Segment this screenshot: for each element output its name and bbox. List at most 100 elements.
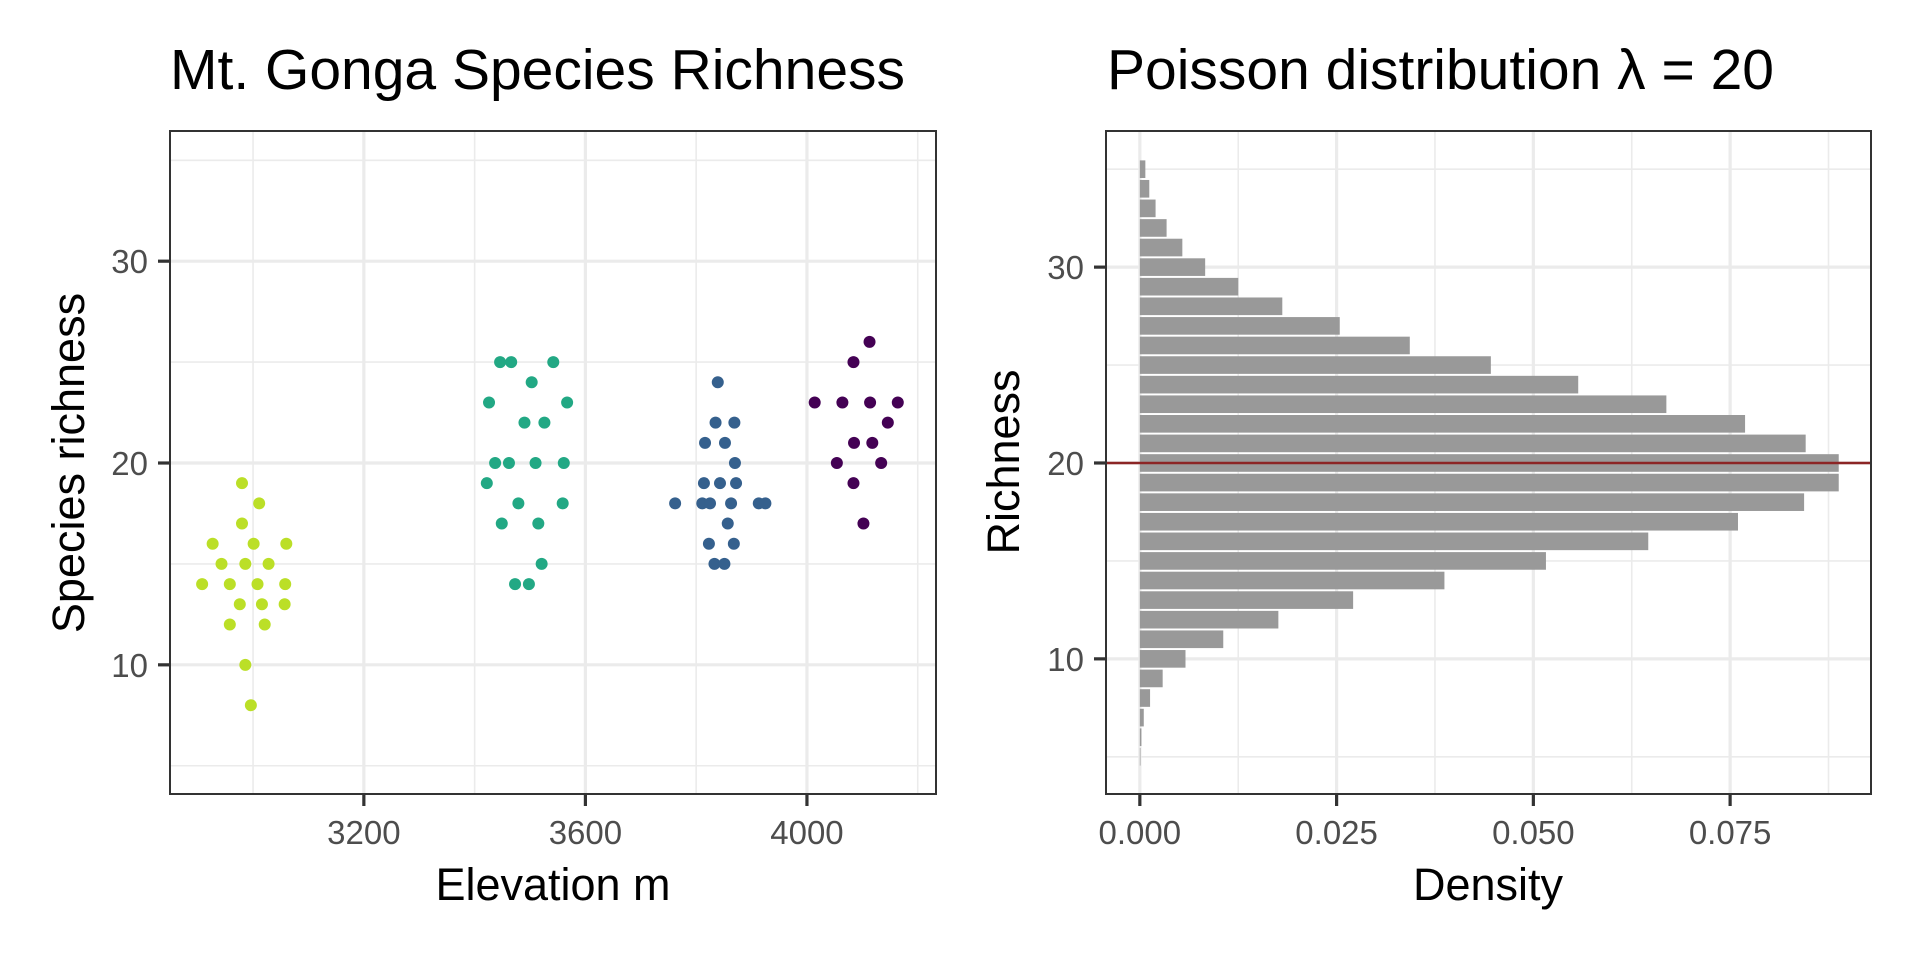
scatter-point-group-1 [239, 658, 252, 671]
scatter-point-group-3 [708, 557, 721, 570]
scatter-point-group-4 [857, 517, 870, 530]
histogram-bar [1139, 356, 1491, 374]
scatter-point-group-1 [215, 557, 228, 570]
scatter-point-group-4 [875, 457, 888, 470]
histogram-bar [1139, 630, 1224, 649]
scatter-point-group-3 [704, 497, 717, 510]
histogram-bar [1139, 336, 1410, 355]
scatter-point-group-4 [847, 356, 860, 369]
scatter-point-group-4 [836, 396, 849, 409]
scatter-point-group-3 [727, 537, 740, 550]
scatter-point-group-4 [830, 457, 843, 470]
scatter-point-group-4 [891, 396, 904, 409]
scatter-point-group-2 [495, 517, 508, 530]
scatter-point-group-3 [725, 497, 738, 510]
histogram-bar [1139, 238, 1183, 257]
x-tick-label: 0.050 [1492, 814, 1575, 851]
histogram-bar [1139, 179, 1150, 198]
scatter-point-group-3 [730, 477, 743, 490]
scatter-point-group-2 [532, 517, 545, 530]
right-chart-title: Poisson distribution λ = 20 [1107, 38, 1774, 102]
scatter-point-group-3 [699, 436, 712, 449]
scatter-point-group-2 [480, 477, 493, 490]
histogram-bar [1139, 297, 1283, 316]
right-axis-ticks: 0.000 0.025 0.050 0.075 10 20 30 [1047, 249, 1771, 851]
scatter-point-group-1 [262, 557, 275, 570]
y-tick-label: 30 [1047, 249, 1084, 286]
histogram-bar [1139, 610, 1279, 629]
scatter-point-group-2 [494, 356, 507, 369]
scatter-point-group-1 [196, 578, 209, 591]
right-x-axis-title: Density [1413, 859, 1564, 910]
scatter-point-group-3 [711, 376, 724, 389]
scatter-point-group-2 [518, 416, 531, 429]
y-tick-label: 20 [111, 445, 148, 482]
scatter-point-group-1 [233, 598, 246, 611]
scatter-point-group-3 [697, 477, 710, 490]
scatter-point-group-1 [223, 618, 236, 631]
x-tick-label: 3200 [327, 814, 400, 851]
scatter-point-group-2 [557, 457, 570, 470]
x-tick-label: 0.075 [1689, 814, 1772, 851]
scatter-point-group-3 [759, 497, 772, 510]
histogram-bar [1139, 415, 1746, 433]
histogram-bar [1139, 160, 1146, 179]
scatter-point-group-3 [713, 477, 726, 490]
histogram-bar [1139, 747, 1141, 766]
scatter-point-group-4 [881, 416, 894, 429]
histogram-bar [1139, 669, 1163, 688]
histogram-bar [1139, 375, 1579, 394]
scatter-point-group-2 [489, 457, 502, 470]
scatter-point-group-1 [279, 578, 292, 591]
scatter-point-group-1 [223, 578, 236, 591]
x-tick-label: 3600 [549, 814, 622, 851]
scatter-point-group-4 [847, 477, 860, 490]
x-tick-label: 4000 [770, 814, 843, 851]
histogram-bar [1139, 434, 1806, 453]
scatter-point-group-2 [505, 356, 518, 369]
scatter-point-group-1 [255, 598, 268, 611]
x-tick-label: 0.025 [1295, 814, 1378, 851]
y-tick-label: 10 [1047, 641, 1084, 678]
histogram-bar [1139, 728, 1142, 747]
y-tick-label: 20 [1047, 445, 1084, 482]
histogram-bar [1139, 650, 1186, 668]
scatter-point-group-1 [236, 477, 249, 490]
histogram-bar [1139, 512, 1738, 531]
scatter-point-group-1 [258, 618, 271, 631]
histogram-bar [1139, 493, 1805, 511]
scatter-point-group-4 [866, 436, 879, 449]
scatter-point-group-2 [512, 497, 525, 510]
scatter-point-group-1 [278, 598, 291, 611]
histogram-bar [1139, 199, 1156, 218]
scatter-point-group-2 [522, 578, 535, 591]
right-plot: 0.000 0.025 0.050 0.075 10 20 30 Poisson distr… [978, 38, 1872, 910]
scatter-point-group-1 [206, 537, 219, 550]
scatter-point-group-2 [502, 457, 515, 470]
left-gridlines [170, 131, 936, 794]
left-axis-ticks: 3200 3600 4000 10 20 30 [111, 243, 843, 851]
left-points [196, 335, 904, 712]
scatter-point-group-2 [529, 457, 542, 470]
scatter-point-group-3 [709, 416, 722, 429]
scatter-point-group-1 [236, 517, 249, 530]
histogram-bar [1139, 571, 1445, 590]
scatter-point-group-1 [247, 537, 260, 550]
histogram-bar [1139, 552, 1546, 570]
histogram-bar [1139, 219, 1167, 237]
histogram-bar [1139, 689, 1151, 707]
scatter-point-group-3 [718, 557, 731, 570]
scatter-point-group-4 [863, 335, 876, 348]
scatter-point-group-4 [848, 436, 861, 449]
scatter-point-group-3 [728, 416, 741, 429]
scatter-point-group-3 [702, 537, 715, 550]
scatter-point-group-2 [535, 557, 548, 570]
scatter-point-group-2 [525, 376, 538, 389]
y-tick-label: 30 [111, 243, 148, 280]
left-x-axis-title: Elevation m [435, 859, 670, 910]
left-chart-title: Mt. Gonga Species Richness [170, 38, 905, 102]
x-tick-label: 0.000 [1099, 814, 1182, 851]
scatter-point-group-4 [864, 396, 877, 409]
left-y-axis-title: Species richness [43, 293, 94, 633]
right-y-axis-title: Richness [978, 369, 1029, 554]
